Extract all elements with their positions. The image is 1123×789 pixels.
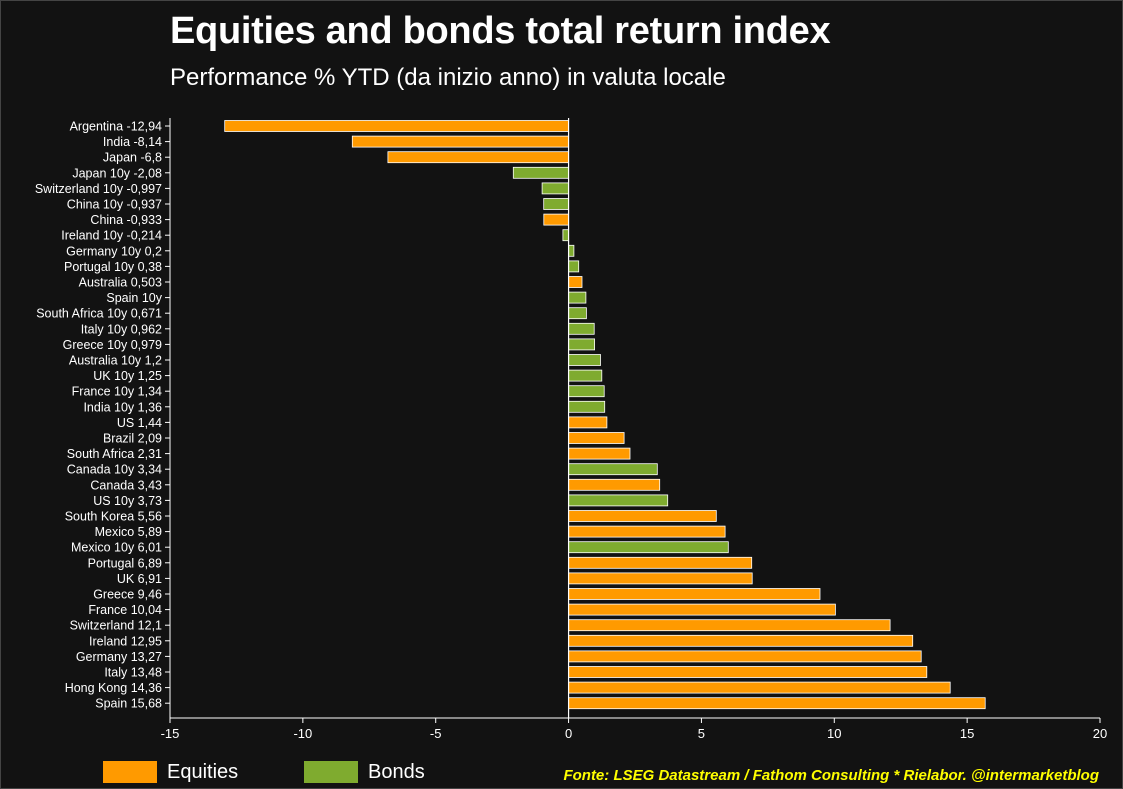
bar-equities [568,619,891,632]
bar-equities [568,681,951,694]
bar-bonds [568,385,605,398]
y-tick-label: Hong Kong 14,36 [65,681,162,695]
legend-label-equities: Equities [167,760,239,783]
x-tick-label: -5 [430,726,442,741]
y-tick-label: Ireland 12,95 [89,634,162,648]
y-tick-label: Canada 10y 3,34 [67,463,162,477]
y-tick-label: Greece 10y 0,979 [63,338,162,352]
y-tick-label: Portugal 10y 0,38 [64,260,162,274]
x-tick-label: 10 [827,726,841,741]
y-tick-label: Spain 10y [106,291,162,305]
legend-label-bonds: Bonds [368,760,425,783]
legend-item-equities: Equities [103,760,238,784]
bar-equities [568,510,717,522]
bar-bonds [568,354,601,366]
x-tick-label: 15 [960,726,974,741]
bar-equities [224,120,569,132]
legend-swatch-bonds [304,761,358,783]
y-tick-label: Germany 10y 0,2 [66,244,162,258]
chart-subtitle: Performance % YTD (da inizio anno) in va… [170,64,726,91]
bar-equities [387,151,569,164]
x-tick-label: -15 [161,726,180,741]
bar-equities [351,135,569,148]
y-tick-label: Mexico 5,89 [95,525,162,539]
bar-bonds [568,463,658,476]
x-tick-label: 5 [698,726,705,741]
y-tick-label: Mexico 10y 6,01 [71,541,162,555]
y-tick-label: Australia 0,503 [79,276,162,290]
y-tick-label: Italy 10y 0,962 [81,322,162,336]
bar-bonds [568,322,595,335]
bar-equities [568,525,726,538]
x-tick-label: 0 [565,726,572,741]
bar-equities [568,588,821,600]
y-tick-label: South Africa 2,31 [67,447,162,461]
bar-bonds [568,369,603,382]
bar-bonds [568,244,575,257]
y-tick-label: France 10,04 [88,603,162,617]
y-tick-label: China 10y -0,937 [67,198,162,212]
y-tick-label: Switzerland 12,1 [70,619,162,633]
y-tick-label: Ireland 10y -0,214 [61,229,162,243]
bar-bonds [568,494,669,507]
bar-equities [543,213,569,226]
bar-equities [568,634,914,647]
y-tick-label: UK 10y 1,25 [93,369,162,383]
y-tick-label: Switzerland 10y -0,997 [35,182,162,196]
x-tick-label: 20 [1093,726,1107,741]
y-tick-label: US 10y 3,73 [93,494,162,508]
y-tick-label: US 1,44 [117,416,162,430]
legend-item-bonds: Bonds [304,760,425,784]
bar-equities [568,432,625,444]
bar-bonds [568,291,587,304]
bar-equities [568,697,986,710]
bar-equities [568,650,922,663]
y-tick-label: France 10y 1,34 [72,385,162,399]
y-tick-label: Brazil 2,09 [103,432,162,446]
bar-bonds [512,166,569,179]
source-note: Fonte: LSEG Datastream / Fathom Consulti… [563,767,1099,784]
x-tick-label: -10 [293,726,312,741]
bar-equities [568,556,753,569]
bar-bonds [562,229,570,242]
y-tick-label: Canada 3,43 [90,478,162,492]
bar-equities [568,416,608,429]
bar-equities [568,276,583,288]
bar-bonds [568,338,595,351]
y-tick-label: Germany 13,27 [76,650,162,664]
bar-bonds [543,198,570,210]
y-tick-label: Australia 10y 1,2 [69,354,162,368]
y-tick-label: Greece 9,46 [93,588,162,602]
y-tick-label: Portugal 6,89 [88,556,162,570]
y-tick-label: Japan -6,8 [103,151,162,165]
bar-bonds [568,541,729,554]
bar-equities [568,666,928,678]
y-tick-label: China -0,933 [90,213,162,227]
y-tick-label: UK 6,91 [117,572,162,586]
y-tick-label: Italy 13,48 [104,666,162,680]
y-tick-label: South Korea 5,56 [65,510,162,524]
bar-bonds [568,400,606,413]
y-tick-label: India 10y 1,36 [83,400,162,414]
bar-equities [568,447,631,460]
bar-bonds [541,182,569,195]
y-tick-label: India -8,14 [103,135,162,149]
bar-bonds [568,307,587,320]
y-tick-label: South Africa 10y 0,671 [36,307,162,321]
legend-swatch-equities [103,761,157,783]
bar-equities [568,603,836,616]
bar-equities [568,478,661,491]
chart-title: Equities and bonds total return index [170,10,831,52]
y-tick-label: Argentina -12,94 [70,120,162,134]
bar-bonds [568,260,580,273]
y-tick-label: Japan 10y -2,08 [72,166,162,180]
bar-equities [568,572,753,585]
y-tick-label: Spain 15,68 [95,697,162,711]
